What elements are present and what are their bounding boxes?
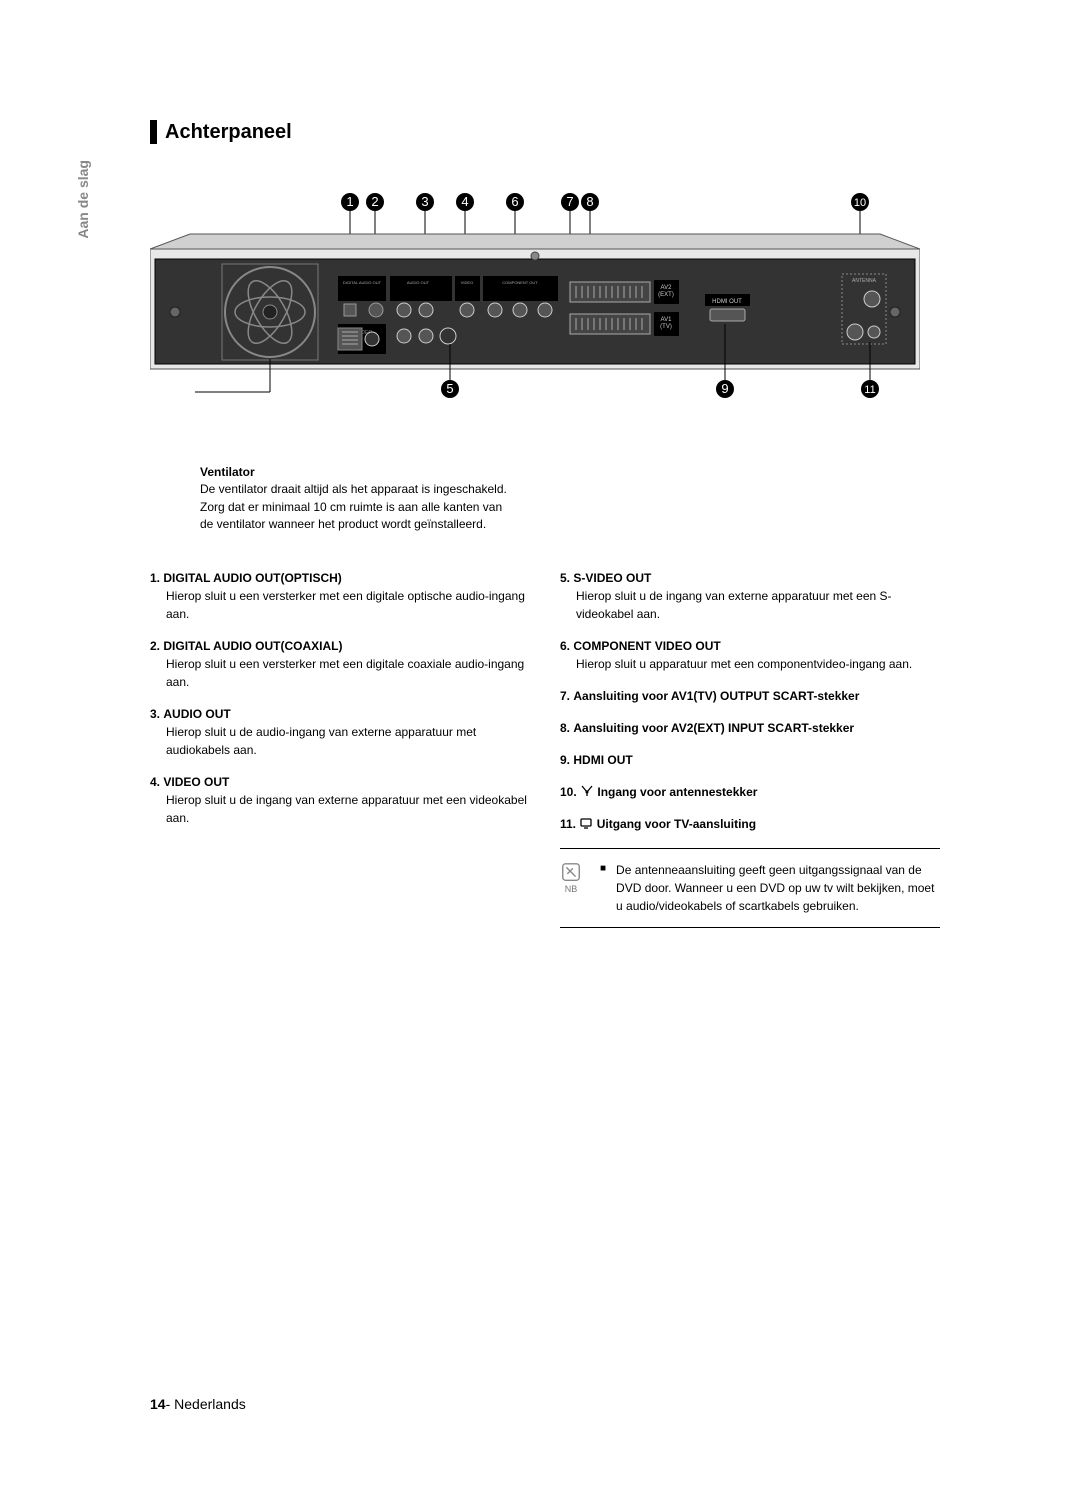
svg-text:DIGITAL AUDIO OUT: DIGITAL AUDIO OUT	[343, 280, 382, 285]
item-num: 3.	[150, 707, 160, 721]
svg-text:HDMI OUT: HDMI OUT	[712, 299, 742, 305]
item-desc: Hierop sluit u een versterker met een di…	[166, 655, 530, 691]
list-item: 5. S-VIDEO OUT Hierop sluit u de ingang …	[560, 569, 940, 623]
list-item: 4. VIDEO OUT Hierop sluit u de ingang va…	[150, 773, 530, 827]
ventilator-title: Ventilator	[200, 464, 940, 481]
item-desc: Hierop sluit u de ingang van externe app…	[166, 791, 530, 827]
svg-text:AV1: AV1	[661, 317, 673, 323]
item-title: Aansluiting voor AV2(EXT) INPUT SCART-st…	[573, 721, 854, 735]
page-footer: 14- Nederlands	[150, 1396, 246, 1412]
item-num: 2.	[150, 639, 160, 653]
list-item: 1. DIGITAL AUDIO OUT(OPTISCH) Hierop slu…	[150, 569, 530, 623]
svg-text:9: 9	[721, 381, 728, 396]
item-title: S-VIDEO OUT	[573, 571, 651, 585]
note-icon: NB	[560, 861, 582, 915]
svg-text:AV2: AV2	[661, 285, 673, 291]
antenna-in-icon	[580, 783, 594, 801]
item-title: VIDEO OUT	[163, 775, 229, 789]
bullet-icon: ■	[600, 861, 606, 915]
svg-text:2: 2	[371, 194, 378, 209]
svg-text:(TV): (TV)	[660, 324, 672, 330]
item-title: COMPONENT VIDEO OUT	[573, 639, 720, 653]
list-item: 2. DIGITAL AUDIO OUT(COAXIAL) Hierop slu…	[150, 637, 530, 691]
list-item: 6. COMPONENT VIDEO OUT Hierop sluit u ap…	[560, 637, 940, 673]
page-content: Achterpaneel 1 2 3 4 6 7 8 10	[150, 120, 940, 928]
item-num: 7.	[560, 689, 570, 703]
list-item: 3. AUDIO OUT Hierop sluit u de audio-ing…	[150, 705, 530, 759]
svg-text:8: 8	[586, 194, 593, 209]
item-num: 1.	[150, 571, 160, 585]
svg-text:1: 1	[346, 194, 353, 209]
footer-sep: -	[166, 1396, 175, 1412]
note-body: De antenneaansluiting geeft geen uitgang…	[616, 861, 940, 915]
svg-text:AUDIO OUT: AUDIO OUT	[407, 280, 430, 285]
item-num: 10.	[560, 785, 577, 799]
ventilator-note: Ventilator De ventilator draait altijd a…	[200, 464, 940, 534]
description-columns: 1. DIGITAL AUDIO OUT(OPTISCH) Hierop slu…	[150, 569, 940, 929]
list-item: 10. Ingang voor antennestekker	[560, 783, 940, 802]
item-desc: Hierop sluit u de audio-ingang van exter…	[166, 723, 530, 759]
item-title: DIGITAL AUDIO OUT(COAXIAL)	[163, 639, 342, 653]
right-column: 5. S-VIDEO OUT Hierop sluit u de ingang …	[560, 569, 940, 929]
svg-text:COMPONENT OUT: COMPONENT OUT	[502, 280, 538, 285]
svg-text:10: 10	[854, 197, 866, 209]
item-num: 8.	[560, 721, 570, 735]
page-number: 14	[150, 1396, 166, 1412]
section-title-bar	[150, 120, 157, 144]
item-desc: Hierop sluit u een versterker met een di…	[166, 587, 530, 623]
section-title-text: Achterpaneel	[165, 121, 292, 144]
item-desc: Hierop sluit u apparatuur met een compon…	[576, 655, 940, 673]
item-num: 6.	[560, 639, 570, 653]
svg-text:6: 6	[511, 194, 518, 209]
ventilator-line: de ventilator wanneer het product wordt …	[200, 516, 940, 533]
item-title: Aansluiting voor AV1(TV) OUTPUT SCART-st…	[573, 689, 859, 703]
item-title: HDMI OUT	[573, 753, 632, 767]
svg-text:(EXT): (EXT)	[658, 292, 674, 298]
item-num: 11.	[560, 817, 576, 831]
side-tab: Aan de slag	[75, 160, 91, 239]
rear-panel-diagram: 1 2 3 4 6 7 8 10	[150, 184, 920, 444]
item-num: 4.	[150, 775, 160, 789]
list-item: 11. Uitgang voor TV-aansluiting	[560, 815, 940, 834]
svg-text:11: 11	[864, 384, 875, 396]
svg-text:3: 3	[421, 194, 428, 209]
antenna-out-icon	[579, 816, 593, 834]
list-item: 7. Aansluiting voor AV1(TV) OUTPUT SCART…	[560, 687, 940, 705]
svg-text:7: 7	[566, 194, 573, 209]
svg-text:VIDEO: VIDEO	[461, 280, 473, 285]
item-title: Uitgang voor TV-aansluiting	[597, 817, 756, 831]
item-num: 5.	[560, 571, 570, 585]
svg-text:5: 5	[446, 381, 453, 396]
note-box: NB ■ De antenneaansluiting geeft geen ui…	[560, 848, 940, 928]
list-item: 8. Aansluiting voor AV2(EXT) INPUT SCART…	[560, 719, 940, 737]
item-title: Ingang voor antennestekker	[597, 785, 757, 799]
section-title: Achterpaneel	[150, 120, 940, 144]
svg-text:4: 4	[461, 194, 468, 209]
svg-text:ANTENNA: ANTENNA	[852, 278, 877, 284]
left-column: 1. DIGITAL AUDIO OUT(OPTISCH) Hierop slu…	[150, 569, 530, 929]
item-num: 9.	[560, 753, 570, 767]
item-title: AUDIO OUT	[163, 707, 230, 721]
item-title: DIGITAL AUDIO OUT(OPTISCH)	[163, 571, 341, 585]
note-label: NB	[565, 883, 578, 897]
footer-lang: Nederlands	[174, 1396, 246, 1412]
ventilator-line: Zorg dat er minimaal 10 cm ruimte is aan…	[200, 499, 940, 516]
ventilator-line: De ventilator draait altijd als het appa…	[200, 481, 940, 498]
list-item: 9. HDMI OUT	[560, 751, 940, 769]
note-text: ■ De antenneaansluiting geeft geen uitga…	[600, 861, 940, 915]
item-desc: Hierop sluit u de ingang van externe app…	[576, 587, 940, 623]
